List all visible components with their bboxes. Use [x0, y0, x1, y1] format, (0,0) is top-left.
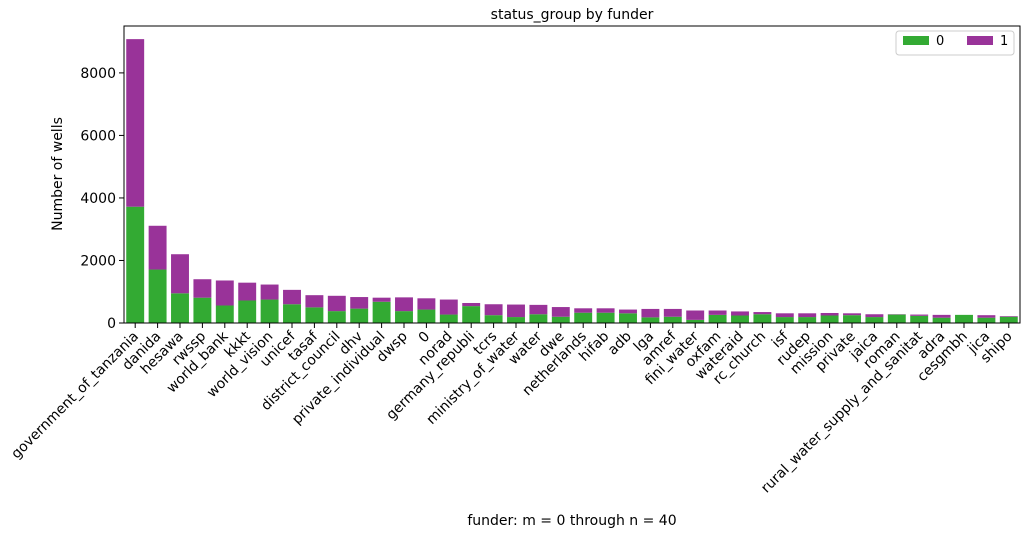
bar-segment-status-0 [484, 315, 503, 323]
legend-label: 1 [1000, 34, 1008, 49]
legend-swatch [967, 36, 993, 45]
bar-segment-status-1 [417, 298, 436, 310]
bar-segment-status-0 [529, 314, 548, 323]
bar-segment-status-1 [843, 313, 861, 316]
y-tick-label: 8000 [80, 66, 116, 82]
bar-segment-status-0 [417, 309, 436, 323]
bar-segment-status-1 [731, 311, 749, 316]
bar-segment-status-1 [910, 314, 929, 316]
bar-segment-status-1 [753, 312, 772, 315]
bar-segment-status-0 [775, 317, 794, 323]
bar-segment-status-0 [193, 297, 212, 323]
legend-swatch [903, 36, 929, 45]
bar-segment-status-1 [574, 308, 593, 313]
bar-segment-status-1 [260, 284, 279, 300]
bar-segment-status-0 [283, 304, 301, 323]
chart-title: status_group by funder [491, 7, 654, 23]
bar-segment-status-0 [462, 306, 481, 323]
bar-segment-status-1 [395, 297, 413, 312]
bar-segment-status-1 [775, 313, 794, 318]
bar-segment-status-1 [529, 304, 548, 315]
plot-frame [123, 25, 1021, 324]
y-tick-label: 2000 [80, 253, 116, 269]
bar-segment-status-0 [843, 315, 861, 323]
bar-segment-status-1 [865, 314, 884, 318]
bar-segment-status-0 [977, 317, 996, 323]
bar-segment-status-1 [596, 308, 615, 313]
bar-segment-status-0 [999, 316, 1018, 323]
bar-segment-status-1 [641, 308, 660, 318]
gridlayer [126, 39, 1018, 323]
bar-segment-status-1 [350, 297, 369, 309]
bar-segment-status-1 [171, 254, 189, 294]
y-axis-label: Number of wells [50, 117, 66, 231]
bar-segment-status-0 [753, 314, 772, 323]
bar-segment-status-0 [641, 317, 660, 323]
bar-segment-status-0 [215, 305, 234, 323]
bar-segment-status-0 [686, 319, 705, 323]
bar-segment-status-0 [507, 317, 525, 323]
bar-segment-status-1 [619, 309, 637, 314]
bar-segment-status-0 [887, 314, 906, 323]
bar-segment-status-0 [820, 315, 839, 323]
bar-segment-status-0 [932, 317, 951, 323]
bar-segment-status-1 [999, 316, 1018, 317]
bar-segment-status-0 [327, 311, 346, 323]
y-axis: 0 2000 4000 6000 8000 [80, 66, 124, 332]
bar-segment-status-1 [932, 314, 951, 318]
bar-segment-status-1 [238, 282, 257, 301]
bar-segment-status-0 [395, 311, 413, 323]
bar-segment-status-1 [484, 304, 503, 316]
bar-segment-status-0 [798, 317, 817, 323]
bar-segment-status-1 [820, 312, 839, 316]
bar-segment-status-1 [798, 313, 817, 318]
bar-segment-status-0 [305, 307, 324, 323]
bar-segment-status-0 [663, 316, 682, 323]
bar-segment-status-1 [551, 307, 570, 317]
bar-segment-status-1 [148, 225, 167, 270]
bar-segment-status-0 [126, 206, 145, 323]
bar-segment-status-1 [305, 295, 324, 308]
bar-segment-status-0 [238, 300, 257, 323]
bar-segment-status-0 [955, 314, 973, 323]
bar-segment-status-0 [708, 314, 727, 323]
y-tick-label: 6000 [80, 128, 116, 144]
x-tick-label: government_of_tanzania [8, 329, 142, 463]
bar-segment-status-0 [910, 315, 929, 323]
bar-segment-status-1 [327, 295, 346, 312]
bar-segment-status-1 [126, 39, 145, 207]
bar-segment-status-1 [686, 310, 705, 320]
bar-segment-status-0 [574, 312, 593, 323]
bar-segment-status-1 [283, 289, 301, 305]
bar-segment-status-0 [171, 293, 189, 323]
bar-segment-status-0 [596, 312, 615, 323]
bar-segment-status-1 [507, 304, 525, 318]
bar-segment-status-1 [439, 299, 458, 315]
bar-segment-status-1 [215, 280, 234, 306]
bar-segment-status-1 [708, 310, 727, 315]
x-axis: government_of_tanzaniadanidahesawarwsspw… [8, 323, 1016, 496]
bar-segment-status-1 [462, 302, 481, 307]
bar-segment-status-0 [619, 313, 637, 323]
x-axis-label: funder: m = 0 through n = 40 [467, 513, 676, 529]
bar-segment-status-1 [193, 279, 212, 298]
bar-segment-status-0 [372, 301, 391, 323]
bar-segment-status-0 [260, 299, 279, 323]
bar-segment-status-0 [551, 316, 570, 323]
bar-segment-status-1 [663, 308, 682, 317]
legend-label: 0 [936, 34, 944, 49]
y-tick-label: 0 [107, 316, 116, 332]
bar-segment-status-0 [350, 308, 369, 323]
bar-segment-status-1 [977, 315, 996, 318]
bar-segment-status-0 [731, 315, 749, 323]
y-tick-label: 4000 [80, 191, 116, 207]
bar-segment-status-1 [372, 297, 391, 302]
bar-segment-status-0 [865, 317, 884, 323]
bar-segment-status-0 [148, 269, 167, 323]
bar-segment-status-0 [439, 314, 458, 323]
